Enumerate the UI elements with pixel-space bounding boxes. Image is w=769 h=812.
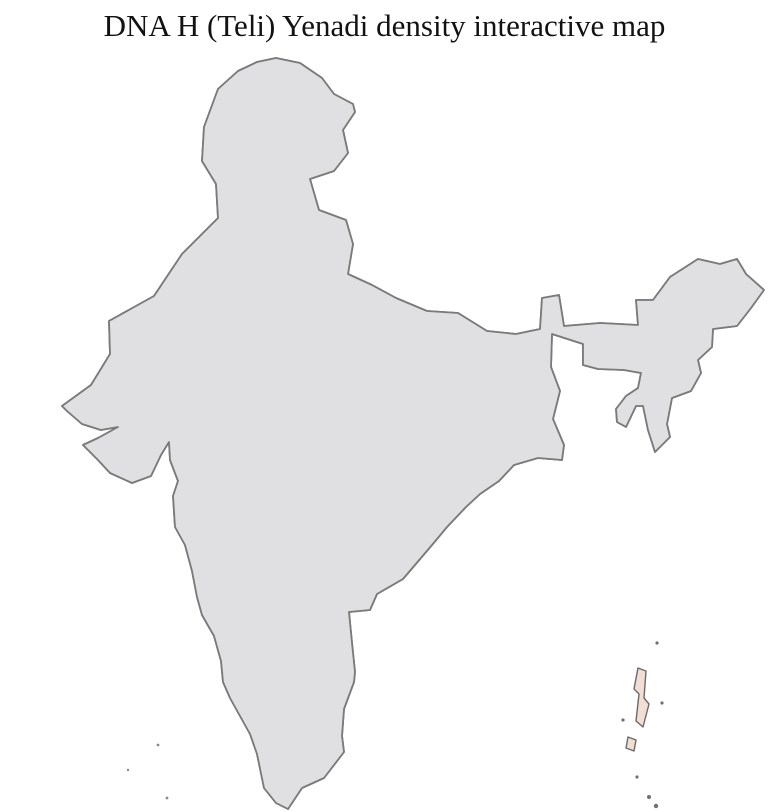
page-title: DNA H (Teli) Yenadi density interactive …: [103, 8, 666, 43]
coastline: [61, 57, 765, 810]
nicobar-island-dots[interactable]: [621, 641, 664, 809]
lakshadweep-island-dots[interactable]: [126, 743, 169, 800]
andaman-main-island[interactable]: [633, 667, 650, 728]
andaman-south-island[interactable]: [625, 736, 637, 752]
